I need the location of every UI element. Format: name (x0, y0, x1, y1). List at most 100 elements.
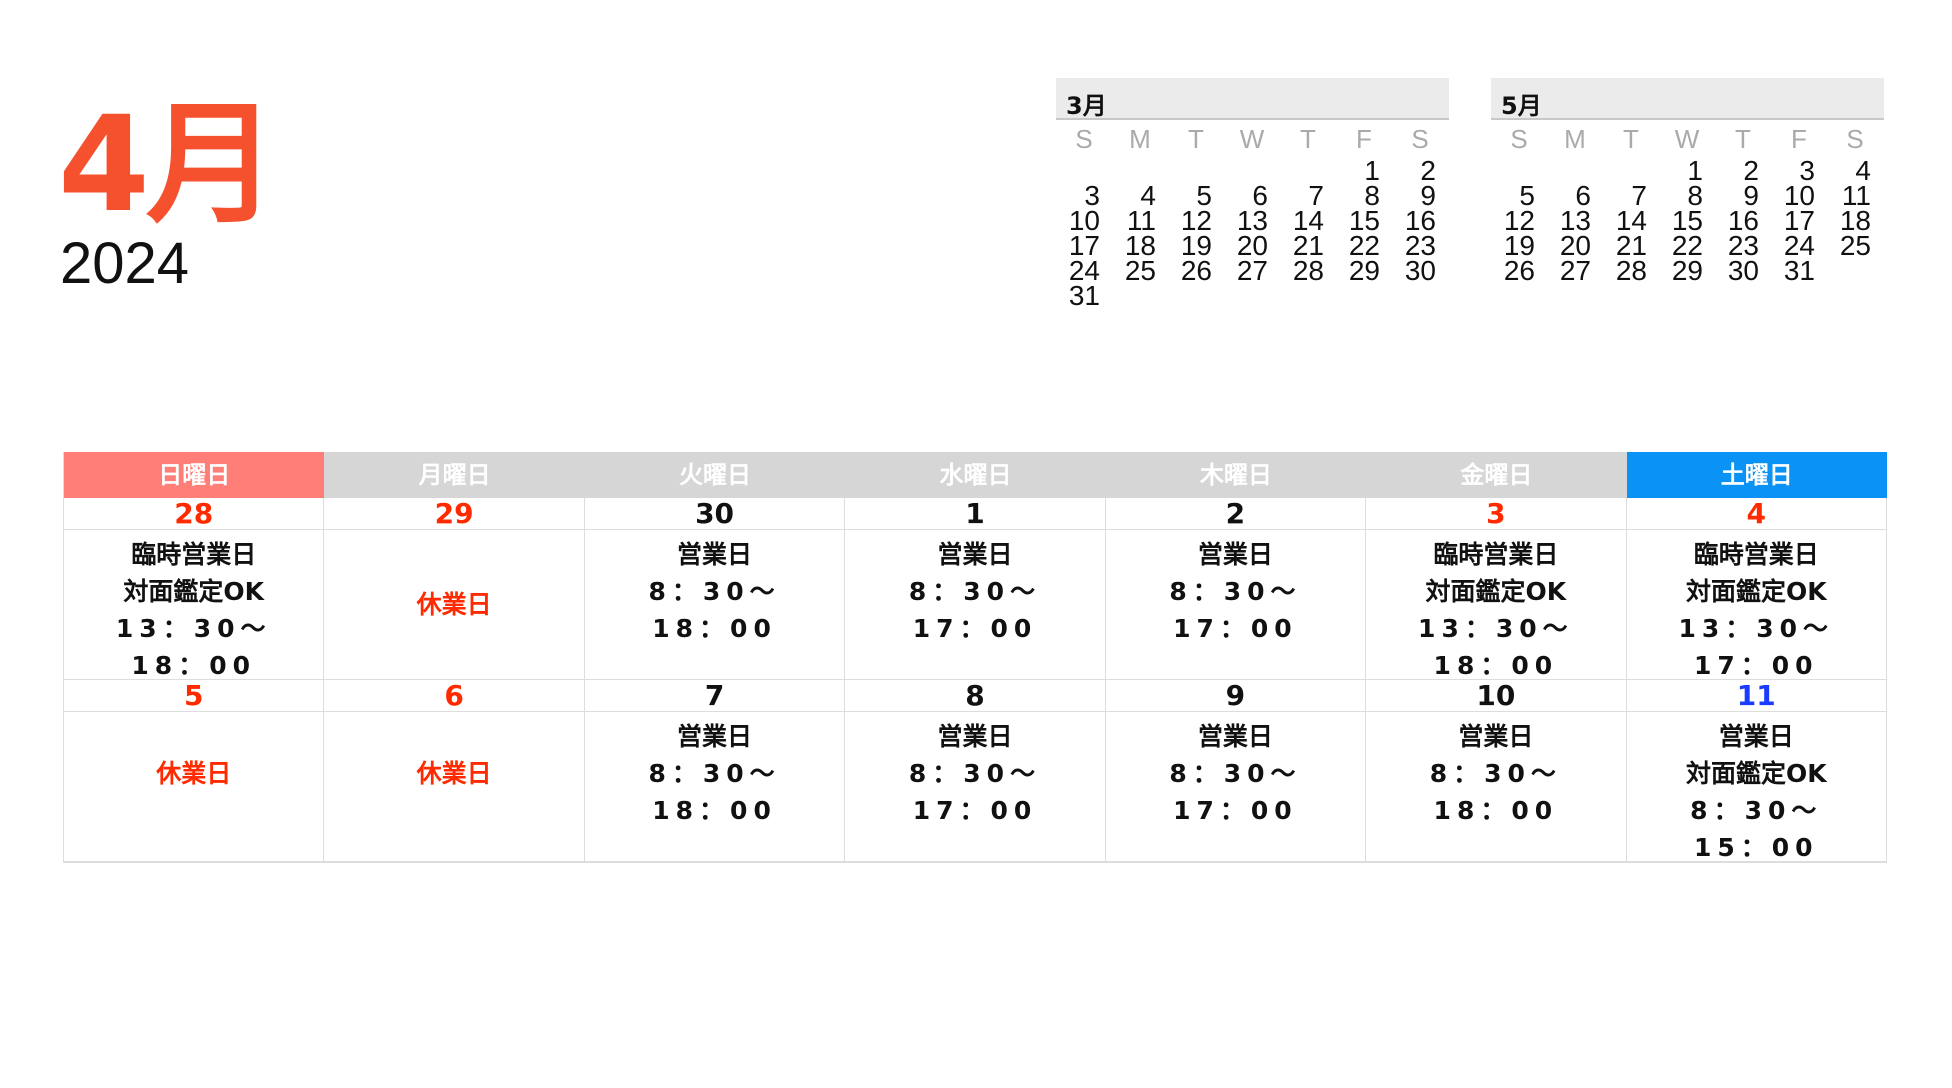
mini-day: 17 (1068, 230, 1100, 261)
schedule-line: 17：00 (1693, 651, 1819, 680)
mini-calendar-title: 5月 (1491, 78, 1884, 120)
mini-day: 18 (1124, 230, 1156, 261)
date-number: 10 (1366, 680, 1627, 712)
schedule-line: 対面鑑定OK (1425, 577, 1567, 606)
mini-day: 28 (1615, 255, 1647, 286)
weekday-letter: T (1188, 124, 1204, 154)
mini-day: 23 (1727, 230, 1759, 261)
mini-day: 19 (1503, 230, 1535, 261)
schedule-line: 営業日 (677, 722, 753, 751)
mini-day: 16 (1404, 205, 1436, 236)
schedule-line: 8：30〜 (1690, 796, 1823, 825)
mini-day: 22 (1348, 230, 1380, 261)
schedule-line: 17：00 (1173, 614, 1298, 643)
mini-day: 12 (1503, 205, 1535, 236)
schedule-line: 対面鑑定OK (1685, 759, 1827, 788)
weekday-header: 日曜日 (64, 452, 325, 498)
schedule-line: 17：00 (912, 614, 1038, 643)
closed-label: 休業日 (416, 759, 492, 788)
closed-label: 休業日 (156, 759, 232, 788)
mini-day: 27 (1236, 255, 1268, 286)
schedule-line: 18：00 (1433, 651, 1559, 680)
mini-day: 18 (1839, 205, 1871, 236)
mini-day: 21 (1292, 230, 1324, 261)
date-row: 5 6 7 8 9 10 11 (64, 680, 1887, 712)
mini-day: 5 (1196, 180, 1212, 211)
mini-day: 31 (1783, 255, 1815, 286)
schedule-line: 18：00 (1433, 796, 1559, 825)
schedule-line: 対面鑑定OK (1685, 577, 1827, 606)
date-number: 5 (64, 680, 325, 712)
mini-day: 6 (1575, 180, 1591, 211)
mini-day: 13 (1236, 205, 1268, 236)
weekday-letter: W (1674, 124, 1700, 154)
mini-day: 10 (1783, 180, 1815, 211)
mini-day: 14 (1292, 205, 1324, 236)
schedule-line: 8：30〜 (1169, 577, 1302, 606)
date-number: 8 (845, 680, 1106, 712)
schedule-line: 8：30〜 (648, 759, 781, 788)
mini-day: 26 (1503, 255, 1535, 286)
mini-day: 15 (1671, 205, 1703, 236)
schedule-line: 対面鑑定OK (123, 577, 265, 606)
date-number: 7 (584, 680, 846, 712)
mini-day: 27 (1559, 255, 1591, 286)
schedule-line: 8：30〜 (908, 759, 1042, 788)
schedule-line: 営業日 (1197, 540, 1273, 569)
mini-day: 25 (1124, 255, 1156, 286)
mini-day: 19 (1180, 230, 1212, 261)
mini-day: 12 (1180, 205, 1212, 236)
schedule-cell: 営業日 8：30〜 17：00 (845, 712, 1106, 862)
weekday-letter: M (1564, 124, 1586, 154)
date-number: 6 (324, 680, 585, 712)
schedule-cell: 臨時営業日 対面鑑定OK 13：30〜 18：00 (64, 530, 325, 680)
schedule-line: 17：00 (1173, 796, 1298, 825)
mini-day: 30 (1404, 255, 1436, 286)
mini-day: 1 (1687, 155, 1703, 186)
month-title: 4月 (58, 88, 278, 242)
schedule-cell: 営業日 8：30〜 17：00 (1105, 712, 1367, 862)
schedule-line: 15：00 (1693, 833, 1819, 862)
weekday-letter: F (1791, 124, 1807, 154)
weekday-letter: F (1356, 124, 1372, 154)
mini-day: 9 (1420, 180, 1436, 211)
schedule-line: 13：30〜 (1678, 614, 1835, 643)
date-number: 9 (1105, 680, 1367, 712)
weekday-letter: S (1510, 124, 1528, 154)
schedule-line: 営業日 (1718, 722, 1794, 751)
weekday-letter: W (1239, 124, 1265, 154)
mini-day: 9 (1743, 180, 1759, 211)
mini-day: 16 (1727, 205, 1759, 236)
schedule-line: 8：30〜 (1169, 759, 1302, 788)
schedule-cell: 営業日 8：30〜 17：00 (1105, 530, 1367, 680)
weekday-header-row: 日曜日 月曜日 火曜日 水曜日 木曜日 金曜日 土曜日 (64, 452, 1887, 498)
mini-day: 7 (1631, 180, 1647, 211)
mini-day: 13 (1559, 205, 1591, 236)
schedule-line: 8：30〜 (648, 577, 781, 606)
schedule-line: 営業日 (1197, 722, 1273, 751)
weekday-letter: S (1846, 124, 1864, 154)
mini-day: 24 (1783, 230, 1815, 261)
weekday-header: 水曜日 (845, 452, 1106, 498)
schedule-line: 営業日 (1458, 722, 1534, 751)
mini-day: 2 (1743, 155, 1759, 186)
mini-day: 11 (1841, 180, 1871, 211)
year-label: 2024 (60, 231, 190, 296)
schedule-row: 臨時営業日 対面鑑定OK 13：30〜 18：00 休業日 営業日 8：30〜 18：00 営業… (64, 530, 1887, 680)
mini-calendar-march: 3月 S M T W T F S 1 2 3 4 5 6 7 8 9 10 11 12 13 14 15 16 17 18 19 2… (1056, 78, 1449, 311)
mini-day: 25 (1839, 230, 1871, 261)
date-number: 30 (584, 498, 846, 530)
mini-day: 29 (1671, 255, 1703, 286)
mini-day: 31 (1068, 280, 1100, 311)
schedule-line: 17：00 (912, 796, 1038, 825)
schedule-line: 営業日 (937, 540, 1013, 569)
schedule-cell: 臨時営業日 対面鑑定OK 13：30〜 18：00 (1366, 530, 1627, 680)
weekday-letter: T (1735, 124, 1751, 154)
schedule-line: 営業日 (937, 722, 1013, 751)
schedule-line: 18：00 (652, 614, 777, 643)
date-number: 2 (1105, 498, 1367, 530)
mini-day: 1 (1364, 155, 1380, 186)
schedule-cell: 営業日対面鑑定OK 8：30〜 15：00 (1626, 712, 1887, 862)
weekday-letter: M (1129, 124, 1151, 154)
mini-day: 30 (1727, 255, 1759, 286)
